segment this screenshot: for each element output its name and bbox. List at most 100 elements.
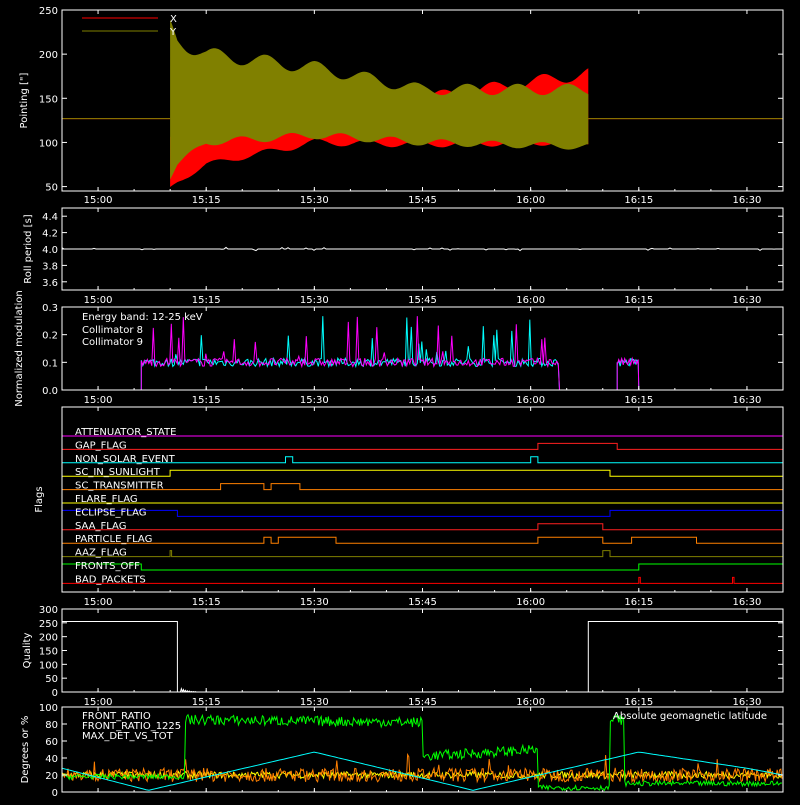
- y-tick-label: 150: [39, 94, 58, 105]
- y-tick-label: 100: [39, 138, 58, 149]
- energy-band-label: Energy band: 12-25 keV: [82, 312, 203, 323]
- y-tick-label: 60: [45, 737, 58, 748]
- x-tick-label: 16:30: [733, 597, 762, 608]
- y-tick-label: 20: [45, 771, 58, 782]
- flag-line: [61, 509, 784, 517]
- x-tick-label: 15:30: [300, 295, 329, 306]
- x-tick-label: 15:30: [300, 395, 329, 406]
- y-tick-label: 300: [39, 605, 58, 616]
- flag-label: BAD_PACKETS: [75, 574, 146, 585]
- flag-label: FRONTS_OFF: [75, 561, 140, 572]
- x-tick-label: 15:15: [192, 295, 221, 306]
- roll-period-line: [61, 246, 782, 252]
- x-tick-label: 16:15: [624, 395, 653, 406]
- x-tick-label: 15:00: [84, 395, 113, 406]
- x-tick-label: 15:30: [300, 597, 329, 608]
- modulation-line-collimator-9: [62, 316, 783, 391]
- x-tick-label: 16:30: [733, 697, 762, 708]
- y-tick-label: 4.4: [42, 212, 58, 223]
- x-tick-label: 15:45: [408, 597, 437, 608]
- geomag-latitude-line: [61, 751, 783, 791]
- y-axis-label: Pointing ["]: [19, 72, 30, 128]
- y-tick-label: 50: [45, 674, 58, 685]
- x-tick-label: 15:00: [84, 195, 113, 206]
- legend-label: Collimator 8: [82, 325, 143, 336]
- y-tick-label: 200: [39, 633, 58, 644]
- x-tick-label: 16:15: [624, 597, 653, 608]
- y-axis-label: Normalized modulation: [14, 290, 25, 407]
- y-tick-label: 150: [39, 647, 58, 658]
- x-tick-label: 16:30: [733, 195, 762, 206]
- y-tick-label: 0.1: [42, 358, 58, 369]
- x-tick-label: 16:00: [516, 697, 545, 708]
- x-tick-label: 15:15: [192, 697, 221, 708]
- y-tick-label: 100: [39, 660, 58, 671]
- y-axis-label: Quality: [22, 633, 33, 669]
- max-det-vs-tot-line: [61, 752, 783, 784]
- legend-label: X: [170, 14, 177, 25]
- x-tick-label: 16:15: [624, 195, 653, 206]
- y-tick-label: 0: [52, 688, 58, 699]
- flag-label: GAP_FLAG: [75, 440, 127, 451]
- flag-line: [62, 536, 783, 544]
- x-tick-label: 15:45: [408, 395, 437, 406]
- y-tick-label: 4.2: [42, 229, 58, 240]
- y-tick-label: 0.2: [42, 331, 58, 342]
- y-axis-label: Flags: [34, 486, 45, 512]
- legend-label: FRONT_RATIO_1225: [82, 721, 181, 732]
- flag-label: ATTENUATOR_STATE: [75, 427, 176, 438]
- y-tick-label: 4.0: [42, 245, 58, 256]
- x-tick-label: 16:30: [733, 295, 762, 306]
- flag-label: PARTICLE_FLAG: [75, 534, 152, 545]
- flag-label: SC_TRANSMITTER: [75, 481, 164, 492]
- x-tick-label: 16:00: [516, 295, 545, 306]
- flag-line: [62, 550, 783, 558]
- flag-line: [62, 483, 783, 491]
- y-axis-label: Roll period [s]: [23, 214, 34, 283]
- x-tick-label: 15:30: [300, 697, 329, 708]
- flag-line: [62, 456, 783, 464]
- legend-label: Y: [169, 27, 177, 38]
- flag-label: NON_SOLAR_EVENT: [75, 454, 176, 465]
- x-tick-label: 15:15: [192, 195, 221, 206]
- front-ratio-line: [61, 769, 783, 781]
- x-tick-label: 15:15: [192, 395, 221, 406]
- front-ratio-1225-line: [61, 713, 783, 792]
- frame-layer: [61, 9, 784, 793]
- x-tick-label: 15:15: [192, 597, 221, 608]
- y-tick-label: 3.8: [42, 261, 58, 272]
- x-tick-label: 15:45: [408, 195, 437, 206]
- x-tick-label: 16:00: [516, 395, 545, 406]
- y-tick-label: 100: [39, 703, 58, 714]
- y-tick-label: 0: [52, 788, 58, 799]
- series-band-y: [170, 19, 589, 180]
- legend-label: FRONT_RATIO: [82, 711, 151, 722]
- flag-label: SC_IN_SUNLIGHT: [75, 467, 161, 478]
- x-tick-label: 16:15: [624, 295, 653, 306]
- legend-label: MAX_DET_VS_TOT: [82, 731, 174, 742]
- quality-line: [62, 621, 783, 693]
- flag-line: [62, 442, 783, 450]
- x-tick-label: 15:00: [84, 597, 113, 608]
- flag-label: SAA_FLAG: [75, 521, 126, 532]
- flag-label: FLARE_FLAG: [75, 494, 138, 505]
- flag-line: [61, 563, 784, 571]
- x-tick-label: 15:30: [300, 195, 329, 206]
- y-tick-label: 250: [39, 619, 58, 630]
- legend-label: Collimator 9: [82, 337, 143, 348]
- x-tick-label: 15:00: [84, 697, 113, 708]
- x-tick-label: 15:45: [408, 697, 437, 708]
- x-tick-label: 15:45: [408, 295, 437, 306]
- y-tick-label: 3.6: [42, 278, 58, 289]
- flag-line: [62, 576, 783, 584]
- x-tick-label: 16:15: [624, 697, 653, 708]
- x-tick-label: 16:00: [516, 597, 545, 608]
- y-tick-label: 40: [45, 754, 58, 765]
- y-tick-label: 0.0: [42, 386, 58, 397]
- flag-label: AAZ_FLAG: [75, 548, 127, 559]
- flag-label: ECLIPSE_FLAG: [75, 507, 146, 518]
- x-tick-label: 15:00: [84, 295, 113, 306]
- y-tick-label: 80: [45, 720, 58, 731]
